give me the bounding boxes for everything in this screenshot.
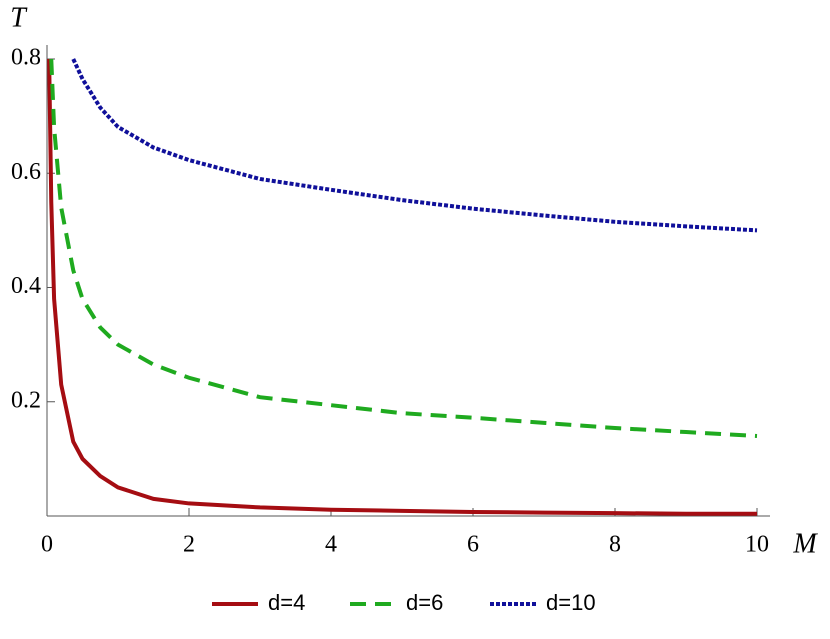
legend-label: d=10 [546, 590, 596, 615]
series-line [71, 58, 758, 233]
x-tick-label: 4 [325, 532, 337, 558]
series-line [47, 58, 757, 516]
y-tick-label: 0.8 [11, 45, 41, 71]
y-tick-label: 0.2 [11, 387, 41, 413]
y-tick-label: 0.4 [11, 273, 41, 299]
x-tick-label: 2 [183, 532, 195, 558]
x-tick-label: 10 [745, 532, 769, 558]
series-line [49, 58, 758, 439]
x-tick-label: 8 [609, 532, 621, 558]
x-axis-label: M [792, 528, 818, 559]
y-tick-label: 0.6 [11, 159, 41, 185]
x-tick-label: 6 [467, 532, 479, 558]
x-tick-label: 0 [41, 532, 53, 558]
legend-label: d=4 [268, 590, 305, 615]
y-axis-label: T [10, 2, 28, 33]
legend-label: d=6 [406, 590, 443, 615]
